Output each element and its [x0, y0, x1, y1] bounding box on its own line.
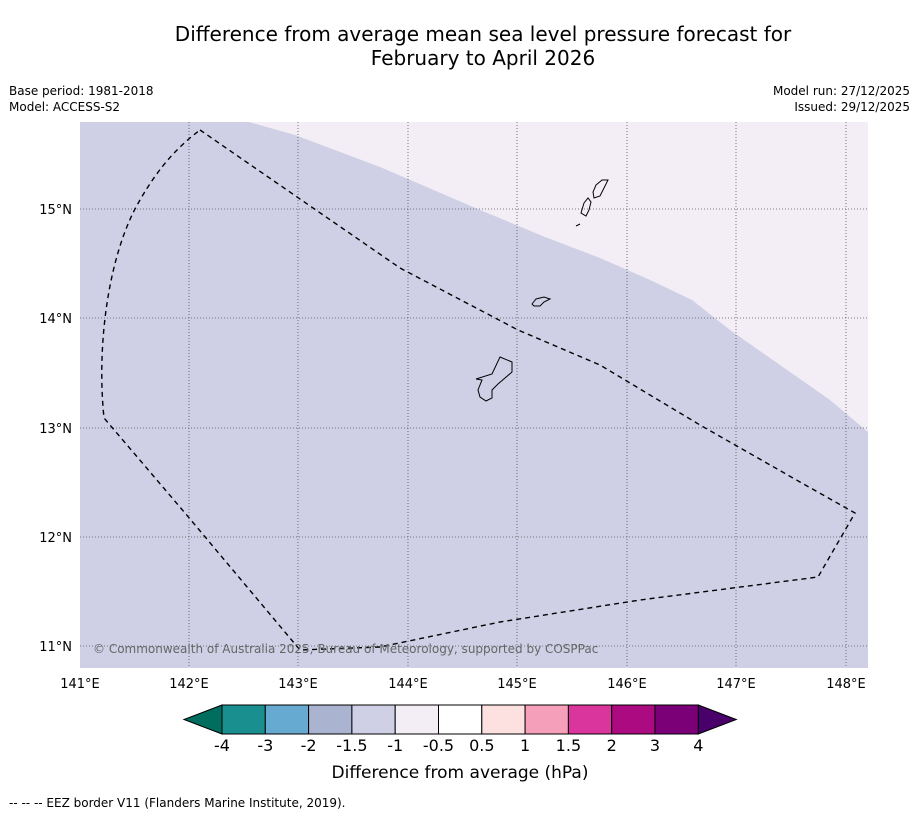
meta-right: Model run: 27/12/2025 Issued: 29/12/2025 — [773, 83, 910, 115]
colorbar-segment — [524, 704, 569, 735]
colorbar: -4 -3 -2 -1.5 -1 -0.5 0.5 1 1.5 2 3 4 — [182, 704, 738, 755]
lon-label: 148°E — [826, 677, 866, 692]
colorbar-segment — [351, 704, 396, 735]
colorbar-segment — [394, 704, 440, 735]
lon-label: 147°E — [716, 677, 756, 692]
lon-label: 143°E — [278, 677, 318, 692]
colorbar-tick-label: -4 — [214, 736, 230, 755]
colorbar-tick-label: -2 — [301, 736, 317, 755]
colorbar-extend-low — [182, 704, 223, 735]
meta-left: Base period: 1981-2018 Model: ACCESS-S2 — [9, 83, 154, 115]
colorbar-segment — [567, 704, 613, 735]
lon-label: 145°E — [497, 677, 537, 692]
colorbar-segment — [611, 704, 656, 735]
lat-label: 14°N — [39, 312, 72, 327]
model-name: Model: ACCESS-S2 — [9, 100, 121, 114]
anomaly-field-high — [249, 122, 868, 432]
title-line-1: Difference from average mean sea level p… — [174, 22, 792, 46]
tinian-island — [580, 197, 592, 217]
lat-label: 15°N — [39, 203, 72, 218]
colorbar-tick-label: 1.5 — [556, 736, 581, 755]
colorbar-tick-label: -0.5 — [423, 736, 454, 755]
lat-label: 12°N — [39, 531, 72, 546]
colorbar-tick-label: 0.5 — [469, 736, 494, 755]
colorbar-segment — [481, 704, 526, 735]
lon-label: 144°E — [388, 677, 428, 692]
colorbar-tick-label: 2 — [607, 736, 617, 755]
copyright-notice: © Commonwealth of Australia 2025, Bureau… — [93, 642, 598, 656]
base-period: Base period: 1981-2018 — [9, 84, 154, 98]
lat-label: 13°N — [39, 422, 72, 437]
saipan-island — [592, 179, 609, 199]
lon-label: 142°E — [169, 677, 209, 692]
longitude-labels: 141°E 142°E 143°E 144°E 145°E 146°E 147°… — [60, 677, 866, 692]
lon-label: 141°E — [60, 677, 100, 692]
colorbar-tick-label: -3 — [257, 736, 273, 755]
latitude-labels: 11°N 12°N 13°N 14°N 15°N — [39, 203, 72, 655]
colorbar-segment — [264, 704, 310, 735]
colorbar-extend-high — [697, 704, 738, 735]
lon-label: 146°E — [607, 677, 647, 692]
colorbar-segment — [654, 704, 699, 735]
colorbar-tick-label: 1 — [520, 736, 530, 755]
aguijan-islet — [575, 223, 581, 227]
colorbar-segment — [308, 704, 353, 735]
graticule — [80, 122, 868, 668]
colorbar-tick-label: -1 — [387, 736, 403, 755]
rota-island — [531, 296, 552, 307]
lat-label: 11°N — [39, 640, 72, 655]
islands — [475, 179, 609, 402]
colorbar-segment — [221, 704, 266, 735]
chart-title: Difference from average mean sea level p… — [0, 22, 919, 70]
model-run: Model run: 27/12/2025 — [772, 84, 910, 98]
guam-island — [475, 356, 513, 402]
colorbar-tick-label: -1.5 — [336, 736, 367, 755]
colorbar-segment — [438, 704, 483, 735]
eez-legend: -- -- -- EEZ border V11 (Flanders Marine… — [9, 796, 346, 810]
colorbar-tick-label: 4 — [693, 736, 703, 755]
colorbar-tick-label: 3 — [650, 736, 660, 755]
title-line-2: February to April 2026 — [370, 46, 596, 70]
eez-border — [101, 129, 856, 651]
map-panel: © Commonwealth of Australia 2025, Bureau… — [80, 122, 868, 668]
colorbar-label: Difference from average (hPa) — [332, 763, 589, 783]
issued-date: Issued: 29/12/2025 — [794, 100, 910, 114]
